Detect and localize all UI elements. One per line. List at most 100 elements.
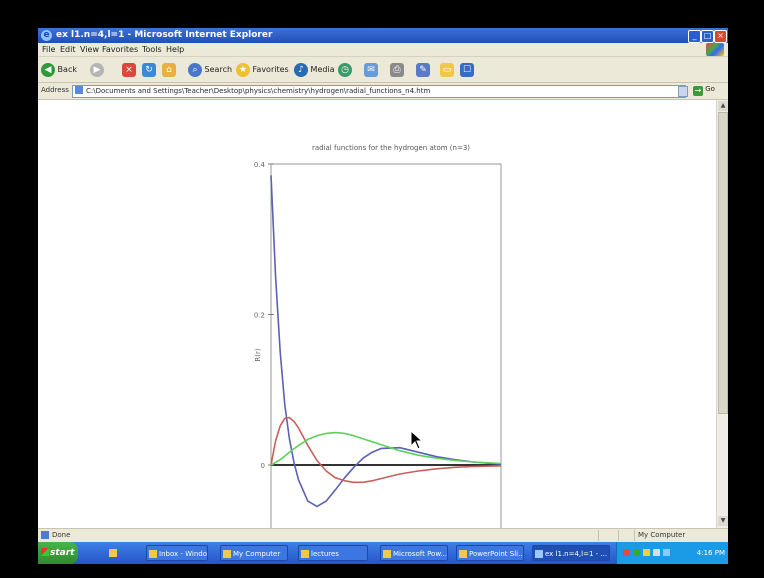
series-line-2 bbox=[270, 416, 502, 484]
task-label: Inbox - Windo... bbox=[159, 550, 207, 558]
media-label: Media bbox=[310, 65, 335, 74]
windows-flag-icon bbox=[41, 548, 49, 556]
edit-button[interactable]: ✎ bbox=[416, 62, 430, 78]
folder-icon: ▭ bbox=[440, 62, 454, 77]
task-label: PowerPoint Sli... bbox=[469, 550, 524, 558]
vertical-scrollbar[interactable]: ▲ ▼ bbox=[716, 100, 728, 528]
toolbar: ◀ Back ▶ × ↻ ⌂ ⌕ Search ★ Favorites ♪ Me… bbox=[38, 57, 728, 83]
search-label: Search bbox=[204, 65, 233, 74]
stop-button[interactable]: × bbox=[122, 62, 136, 78]
media-icon: ♪ bbox=[294, 62, 308, 77]
go-button[interactable]: → Go bbox=[693, 85, 715, 96]
y-tick-label: 0.2 bbox=[254, 312, 265, 320]
go-arrow-icon: → bbox=[693, 86, 703, 96]
minimize-button[interactable]: _ bbox=[688, 30, 701, 43]
address-dropdown-chevron-icon[interactable] bbox=[678, 86, 688, 97]
back-label: Back bbox=[57, 65, 77, 74]
antivirus-icon[interactable] bbox=[623, 549, 630, 556]
taskbar-clock: 4:16 PM bbox=[696, 549, 725, 557]
security-icon[interactable] bbox=[643, 549, 650, 556]
mail-icon: ✉ bbox=[364, 62, 378, 77]
y-tick-label: 0 bbox=[261, 462, 265, 470]
network-icon[interactable] bbox=[633, 549, 640, 556]
address-bar: Address C:\Documents and Settings\Teache… bbox=[38, 83, 728, 100]
y-axis-label: R(r) bbox=[254, 348, 262, 361]
powerpoint-icon bbox=[459, 550, 467, 558]
task-button-powerpoint-slide[interactable]: PowerPoint Sli... bbox=[456, 545, 524, 561]
scroll-down-arrow-icon[interactable]: ▼ bbox=[718, 516, 728, 526]
task-label: My Computer bbox=[233, 550, 281, 558]
scroll-thumb[interactable] bbox=[718, 112, 728, 414]
edit-icon: ✎ bbox=[416, 62, 430, 77]
address-url: C:\Documents and Settings\Teacher\Deskto… bbox=[86, 87, 431, 95]
task-button-my-computer[interactable]: My Computer bbox=[220, 545, 288, 561]
address-label: Address bbox=[41, 86, 69, 94]
volume-icon[interactable] bbox=[653, 549, 660, 556]
back-arrow-icon: ◀ bbox=[41, 62, 55, 77]
history-button[interactable]: ◷ bbox=[338, 62, 352, 78]
task-label: ex l1.n=4,l=1 - ... bbox=[545, 550, 608, 558]
menu-tools[interactable]: Tools bbox=[142, 45, 162, 54]
menu-view[interactable]: View bbox=[80, 45, 99, 54]
forward-button[interactable]: ▶ bbox=[90, 62, 104, 78]
status-separator bbox=[598, 530, 599, 541]
scroll-up-arrow-icon[interactable]: ▲ bbox=[718, 101, 728, 111]
ie-icon bbox=[535, 550, 543, 558]
close-button[interactable]: × bbox=[714, 30, 727, 43]
page-content: radial functions for the hydrogen atom (… bbox=[38, 100, 716, 528]
window-title-bar[interactable]: e ex l1.n=4,l=1 - Microsoft Internet Exp… bbox=[38, 28, 728, 43]
outlook-icon bbox=[149, 550, 157, 558]
powerpoint-icon bbox=[383, 550, 391, 558]
favorites-button[interactable]: ★ Favorites bbox=[236, 62, 289, 78]
page-done-icon bbox=[41, 531, 49, 539]
folder-icon bbox=[301, 550, 309, 558]
task-button-internet-explorer[interactable]: ex l1.n=4,l=1 - ... bbox=[532, 545, 610, 561]
ie-icon: e bbox=[41, 30, 52, 41]
menu-help[interactable]: Help bbox=[166, 45, 185, 54]
taskbar: start Inbox - Windo... My Computer lectu… bbox=[38, 542, 728, 564]
maximize-button[interactable]: □ bbox=[701, 30, 714, 43]
series-line-3 bbox=[270, 431, 502, 466]
computer-icon bbox=[223, 550, 231, 558]
refresh-icon: ↻ bbox=[142, 62, 156, 77]
menu-file[interactable]: File bbox=[42, 45, 56, 54]
home-icon: ⌂ bbox=[162, 62, 176, 77]
favorites-label: Favorites bbox=[252, 65, 289, 74]
menu-favorites[interactable]: Favorites bbox=[102, 45, 139, 54]
back-button[interactable]: ◀ Back bbox=[41, 62, 77, 78]
go-label: Go bbox=[705, 85, 715, 93]
search-button[interactable]: ⌕ Search bbox=[188, 62, 232, 78]
media-button[interactable]: ♪ Media bbox=[294, 62, 335, 78]
print-button[interactable]: ⎙ bbox=[390, 62, 404, 78]
quick-launch-desktop-icon[interactable] bbox=[106, 545, 120, 561]
start-button[interactable]: start bbox=[38, 542, 78, 564]
windows-logo-icon bbox=[706, 43, 724, 56]
search-icon: ⌕ bbox=[188, 62, 202, 77]
history-icon: ◷ bbox=[338, 62, 352, 77]
stop-icon: × bbox=[122, 62, 136, 77]
address-input[interactable]: C:\Documents and Settings\Teacher\Deskto… bbox=[72, 85, 686, 98]
messenger-icon[interactable] bbox=[663, 549, 670, 556]
print-icon: ⎙ bbox=[390, 62, 404, 77]
start-label: start bbox=[50, 548, 75, 558]
menu-edit[interactable]: Edit bbox=[60, 45, 76, 54]
forward-arrow-icon: ▶ bbox=[90, 62, 104, 77]
task-button-powerpoint[interactable]: Microsoft Pow... bbox=[380, 545, 448, 561]
status-separator bbox=[634, 530, 635, 541]
task-button-lectures[interactable]: lectures bbox=[298, 545, 368, 561]
task-button-inbox[interactable]: Inbox - Windo... bbox=[146, 545, 208, 561]
radial-function-chart: 00.20.401020R(r) bbox=[254, 161, 502, 528]
star-icon: ★ bbox=[236, 62, 250, 77]
system-tray: 4:16 PM bbox=[616, 542, 728, 564]
home-button[interactable]: ⌂ bbox=[162, 62, 176, 78]
folder-button[interactable]: ▭ bbox=[440, 62, 454, 78]
mouse-pointer-icon bbox=[410, 429, 424, 454]
mail-button[interactable]: ✉ bbox=[364, 62, 378, 78]
messenger-icon: ☐ bbox=[460, 62, 474, 77]
messenger-button[interactable]: ☐ bbox=[460, 62, 474, 78]
status-bar: Done My Computer bbox=[38, 528, 728, 542]
window-title: ex l1.n=4,l=1 - Microsoft Internet Explo… bbox=[56, 30, 273, 40]
status-separator bbox=[618, 530, 619, 541]
refresh-button[interactable]: ↻ bbox=[142, 62, 156, 78]
series-line-1 bbox=[270, 175, 502, 508]
